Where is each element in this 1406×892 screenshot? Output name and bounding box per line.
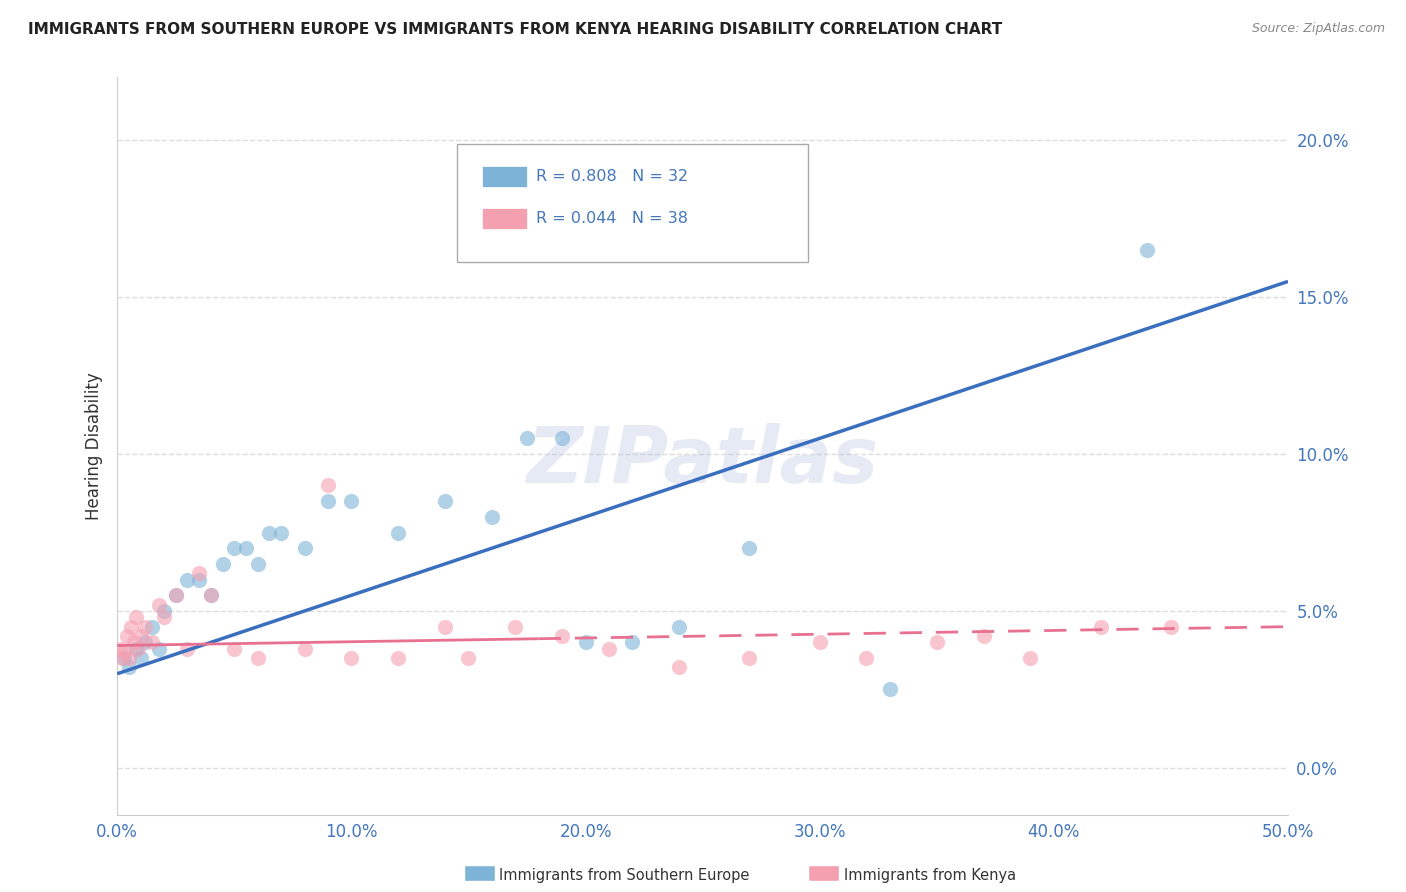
Point <box>200 588 222 602</box>
Point <box>127 641 149 656</box>
Point <box>224 641 246 656</box>
Point <box>481 509 503 524</box>
Point <box>211 557 233 571</box>
Point <box>122 635 145 649</box>
Point <box>176 573 198 587</box>
Point <box>598 641 620 656</box>
Point <box>1160 620 1182 634</box>
Point <box>738 541 761 556</box>
Point <box>129 629 152 643</box>
Point <box>141 620 163 634</box>
Point <box>1136 243 1159 257</box>
Point <box>855 651 877 665</box>
Point <box>115 629 138 643</box>
Point <box>551 431 574 445</box>
Point <box>340 651 363 665</box>
Point <box>1019 651 1042 665</box>
Text: Source: ZipAtlas.com: Source: ZipAtlas.com <box>1251 22 1385 36</box>
FancyBboxPatch shape <box>457 144 808 262</box>
Point <box>176 641 198 656</box>
Point <box>111 651 134 665</box>
Point <box>668 660 690 674</box>
Point <box>294 541 316 556</box>
Text: Immigrants from Southern Europe: Immigrants from Southern Europe <box>499 868 749 882</box>
Point <box>188 566 211 581</box>
Point <box>879 682 901 697</box>
Point <box>112 651 135 665</box>
Point <box>316 494 339 508</box>
Y-axis label: Hearing Disability: Hearing Disability <box>86 372 103 520</box>
Point <box>259 525 281 540</box>
Point <box>551 629 574 643</box>
Point <box>457 651 479 665</box>
Point <box>165 588 187 602</box>
Point <box>246 557 269 571</box>
Point <box>973 629 995 643</box>
Point <box>108 641 131 656</box>
Point <box>129 651 152 665</box>
Point <box>503 620 526 634</box>
Point <box>246 651 269 665</box>
Bar <box>482 166 527 186</box>
Point <box>125 641 148 656</box>
Point <box>668 620 690 634</box>
Point <box>134 635 156 649</box>
Point <box>148 641 170 656</box>
Point <box>316 478 339 492</box>
Point <box>294 641 316 656</box>
Point <box>387 651 409 665</box>
Bar <box>482 208 527 228</box>
Point <box>118 651 141 665</box>
Point <box>120 620 142 634</box>
Point <box>434 494 457 508</box>
Point <box>434 620 457 634</box>
Point <box>125 610 148 624</box>
Point <box>340 494 363 508</box>
Point <box>270 525 292 540</box>
Point <box>141 635 163 649</box>
Text: IMMIGRANTS FROM SOUTHERN EUROPE VS IMMIGRANTS FROM KENYA HEARING DISABILITY CORR: IMMIGRANTS FROM SOUTHERN EUROPE VS IMMIG… <box>28 22 1002 37</box>
Point <box>188 573 211 587</box>
Point <box>153 604 176 618</box>
Point <box>200 588 222 602</box>
Point <box>224 541 246 556</box>
Point <box>165 588 187 602</box>
Text: R = 0.044   N = 38: R = 0.044 N = 38 <box>536 211 689 226</box>
Point <box>112 645 135 659</box>
Point <box>148 598 170 612</box>
Point <box>235 541 257 556</box>
Point <box>118 660 141 674</box>
Point <box>808 635 831 649</box>
Text: R = 0.808   N = 32: R = 0.808 N = 32 <box>536 169 689 184</box>
Point <box>574 635 596 649</box>
Point <box>1090 620 1112 634</box>
Point <box>153 610 176 624</box>
Point <box>516 431 538 445</box>
Point <box>738 651 761 665</box>
Point <box>925 635 948 649</box>
Point <box>621 635 644 649</box>
Point <box>387 525 409 540</box>
Point <box>134 620 156 634</box>
Text: ZIPatlas: ZIPatlas <box>526 423 879 499</box>
Text: Immigrants from Kenya: Immigrants from Kenya <box>844 868 1015 882</box>
